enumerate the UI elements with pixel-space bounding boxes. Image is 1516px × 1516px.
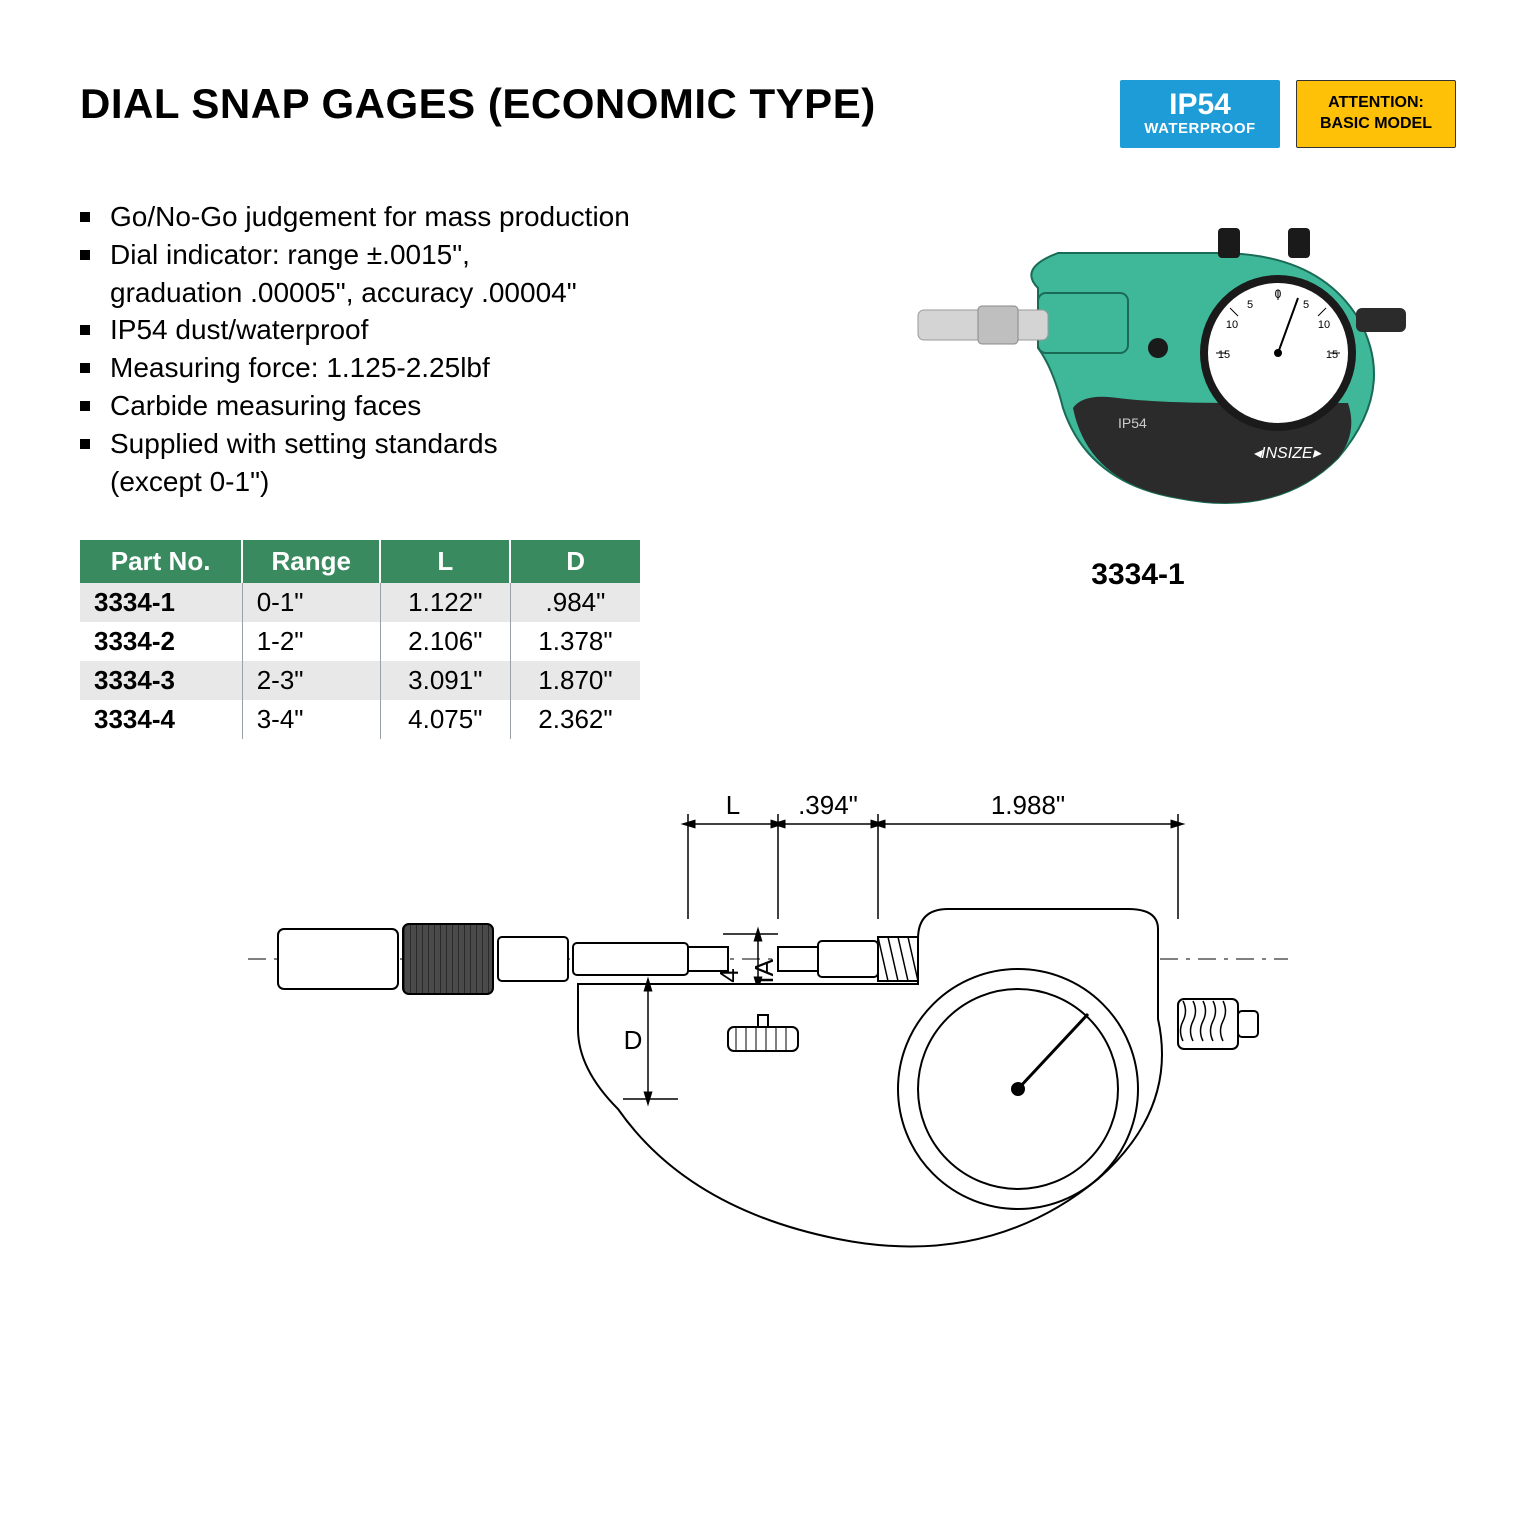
table-cell: 1.870"	[510, 661, 640, 700]
table-cell: 1-2"	[242, 622, 380, 661]
spec-table: Part No.RangeLD 3334-10-1"1.122".984"333…	[80, 540, 640, 739]
content-row: Go/No-Go judgement for mass productionDi…	[80, 198, 1456, 739]
spec-col-header: Part No.	[80, 540, 242, 583]
spec-col-header: D	[510, 540, 640, 583]
badge-attention-line2: BASIC MODEL	[1320, 114, 1432, 135]
brand-mark: ◂INSIZE▸	[1253, 445, 1323, 462]
feature-item-cont: graduation .00005", accuracy .00004"	[80, 274, 780, 312]
table-cell: 1.122"	[380, 583, 510, 622]
dim-394: .394"	[798, 790, 858, 820]
table-cell: 3334-3	[80, 661, 242, 700]
table-cell: 3334-4	[80, 700, 242, 739]
dimension-diagram: L .394" 1.988" .394" DIA	[218, 769, 1318, 1329]
spec-body: 3334-10-1"1.122".984"3334-21-2"2.106"1.3…	[80, 583, 640, 739]
badge-attention-line1: ATTENTION:	[1328, 93, 1424, 114]
svg-text:10: 10	[1226, 319, 1238, 331]
svg-text:15: 15	[1218, 349, 1230, 361]
spec-header-row: Part No.RangeLD	[80, 540, 640, 583]
left-column: Go/No-Go judgement for mass productionDi…	[80, 198, 780, 739]
table-cell: 3334-2	[80, 622, 242, 661]
dim-1988: 1.988"	[991, 790, 1065, 820]
feature-item: Go/No-Go judgement for mass production	[80, 198, 780, 236]
badge-ip54: IP54 WATERPROOF	[1120, 80, 1280, 148]
diagram-area: L .394" 1.988" .394" DIA	[80, 769, 1456, 1329]
badge-ip54-line2: WATERPROOF	[1144, 120, 1255, 138]
dial-mark-0: 0	[1275, 287, 1282, 301]
table-row: 3334-21-2"2.106"1.378"	[80, 622, 640, 661]
table-cell: 1.378"	[510, 622, 640, 661]
table-cell: 0-1"	[242, 583, 380, 622]
table-row: 3334-32-3"3.091"1.870"	[80, 661, 640, 700]
page-title: DIAL SNAP GAGES (ECONOMIC TYPE)	[80, 80, 1090, 128]
svg-text:5: 5	[1247, 299, 1253, 311]
feature-item: Supplied with setting standards	[80, 425, 780, 463]
ip-mark: IP54	[1118, 415, 1147, 431]
feature-item: Carbide measuring faces	[80, 387, 780, 425]
badge-attention: ATTENTION: BASIC MODEL	[1296, 80, 1456, 148]
table-cell: 3334-1	[80, 583, 242, 622]
dim-D: D	[624, 1025, 643, 1055]
table-cell: 3-4"	[242, 700, 380, 739]
table-cell: 2.106"	[380, 622, 510, 661]
product-caption: 3334-1	[1091, 558, 1184, 592]
feature-item-cont: (except 0-1")	[80, 463, 780, 501]
svg-text:5: 5	[1303, 299, 1309, 311]
header-row: DIAL SNAP GAGES (ECONOMIC TYPE) IP54 WAT…	[80, 80, 1456, 148]
badge-ip54-line1: IP54	[1169, 90, 1231, 120]
dim-L: L	[726, 790, 740, 820]
feature-item: Dial indicator: range ±.0015",	[80, 236, 780, 274]
table-cell: 3.091"	[380, 661, 510, 700]
table-cell: 2.362"	[510, 700, 640, 739]
feature-item: Measuring force: 1.125-2.25lbf	[80, 349, 780, 387]
table-cell: 2-3"	[242, 661, 380, 700]
spec-col-header: L	[380, 540, 510, 583]
table-cell: 4.075"	[380, 700, 510, 739]
table-row: 3334-10-1"1.122".984"	[80, 583, 640, 622]
spec-col-header: Range	[242, 540, 380, 583]
feature-list: Go/No-Go judgement for mass productionDi…	[80, 198, 780, 500]
svg-text:15: 15	[1326, 349, 1338, 361]
table-cell: .984"	[510, 583, 640, 622]
svg-text:10: 10	[1318, 319, 1330, 331]
right-column: 0 5 5 10 10 15 15 IP54 ◂INSIZE▸	[820, 198, 1456, 592]
table-row: 3334-43-4"4.075"2.362"	[80, 700, 640, 739]
badge-group: IP54 WATERPROOF ATTENTION: BASIC MODEL	[1120, 80, 1456, 148]
product-illustration: 0 5 5 10 10 15 15 IP54 ◂INSIZE▸	[858, 198, 1418, 538]
feature-item: IP54 dust/waterproof	[80, 311, 780, 349]
